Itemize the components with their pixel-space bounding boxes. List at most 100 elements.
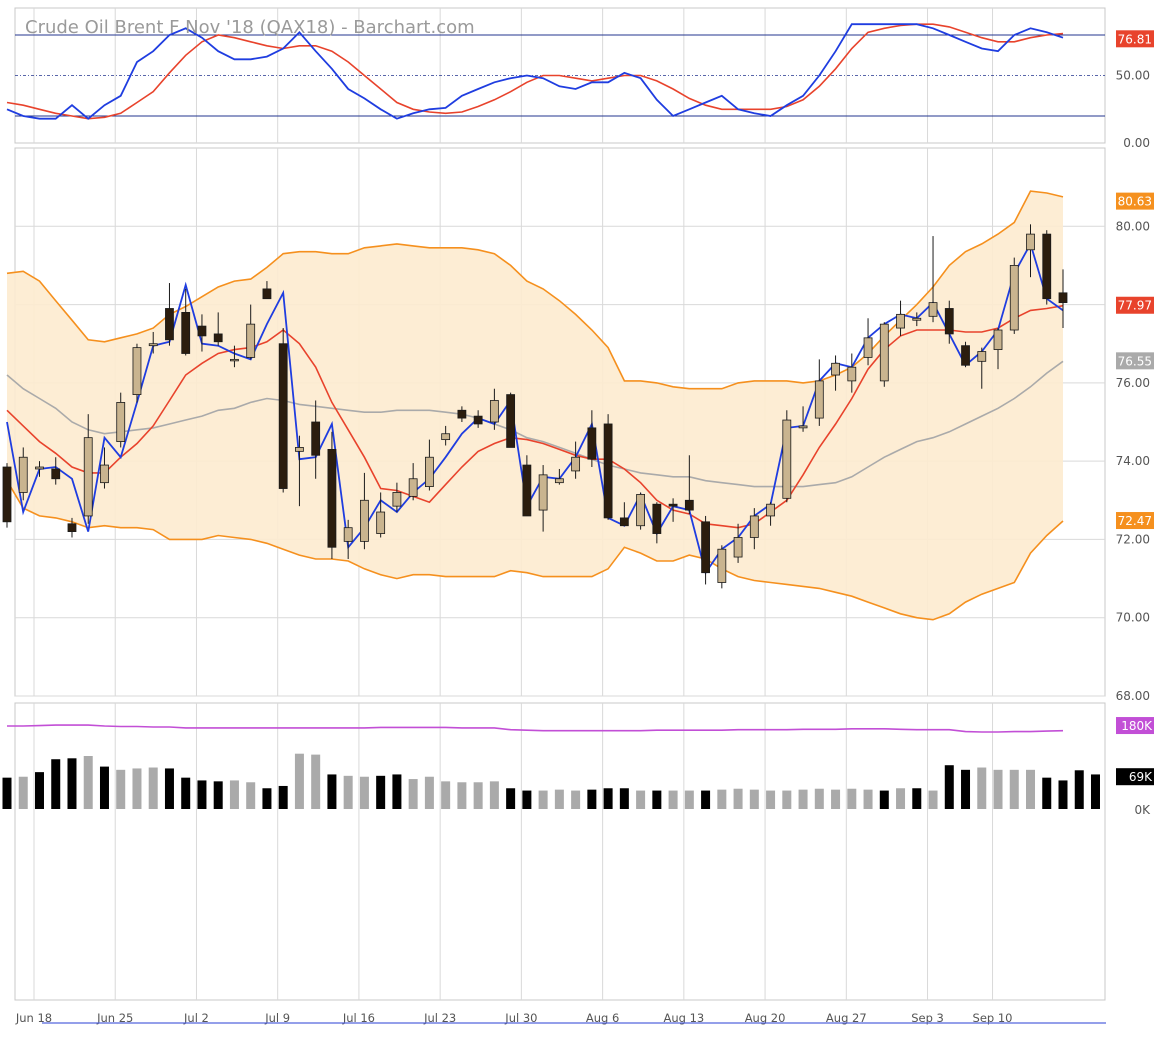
candle: [278, 328, 288, 493]
stoch-last-label: 76.81: [1118, 32, 1152, 46]
candle: [311, 400, 321, 479]
x-tick-label: Jun 25: [96, 1011, 133, 1025]
chart-title: Crude Oil Brent F Nov '18 (QAX18) - Barc…: [25, 17, 475, 38]
candle: [538, 465, 548, 532]
candle: [213, 312, 223, 346]
candle-body: [392, 492, 402, 507]
candle: [441, 425, 451, 446]
volume-bar: [83, 756, 93, 809]
candle-body: [636, 494, 645, 527]
stoch-y-tick: 0.00: [1123, 136, 1150, 150]
volume-bar: [684, 790, 694, 809]
volume-last-label: 69K: [1129, 770, 1153, 784]
volume-bar: [376, 775, 386, 809]
volume-bar: [1090, 774, 1100, 809]
candle-body: [1009, 265, 1019, 331]
candle-body: [165, 308, 174, 341]
candle: [766, 502, 775, 526]
x-tick-label: Aug 6: [586, 1011, 619, 1025]
volume-bar: [701, 790, 711, 809]
volume-bar: [571, 790, 581, 809]
candle: [831, 355, 840, 391]
candle-body: [67, 523, 77, 532]
volume-bar: [343, 775, 353, 809]
stoch-last-label-bg: [1116, 30, 1154, 48]
candle: [814, 359, 824, 426]
candle-body: [652, 503, 662, 534]
candle-body: [831, 362, 840, 376]
candle: [619, 502, 629, 527]
candle-body: [944, 308, 954, 335]
candle: [977, 347, 987, 389]
candle-body: [18, 456, 28, 493]
volume-bar: [782, 790, 792, 809]
candle: [636, 492, 645, 530]
candle-body: [603, 423, 613, 519]
candle-body: [522, 464, 532, 517]
candle: [652, 502, 662, 544]
x-tick-label: Jul 9: [264, 1011, 290, 1025]
volume-bar: [246, 782, 256, 809]
candle: [1009, 257, 1019, 334]
candle: [733, 523, 743, 563]
candle: [993, 328, 1003, 370]
volume-bar: [912, 788, 922, 809]
candle: [684, 455, 694, 514]
volume-bar: [424, 776, 434, 809]
volume-bar: [164, 768, 174, 809]
x-tick-label: Aug 13: [663, 1011, 704, 1025]
candle-body: [51, 468, 61, 480]
volume-bar: [603, 788, 613, 809]
x-tick-label: Jul 16: [342, 1011, 375, 1025]
candle: [246, 304, 256, 360]
candle-body: [863, 337, 873, 358]
volume-bar: [148, 767, 158, 809]
candle: [392, 482, 402, 513]
volume-bar: [262, 788, 272, 809]
candle-body: [928, 302, 938, 317]
candle: [701, 515, 710, 585]
candle: [1042, 230, 1052, 305]
candle: [944, 300, 954, 344]
volume-bar: [522, 790, 532, 809]
volume-panel-frame: [14, 702, 1106, 1001]
volume-bar: [294, 753, 304, 809]
candle: [148, 331, 158, 354]
volume-bar: [457, 782, 467, 809]
volume-bar: [1074, 770, 1084, 809]
volume-bar: [213, 781, 223, 809]
candle-body: [262, 288, 272, 300]
volume-bar: [636, 790, 646, 809]
stoch-red-line: [6, 23, 1064, 120]
volume-bar: [34, 772, 44, 809]
volume-bar: [67, 758, 77, 809]
volume-bar: [18, 776, 28, 809]
gray-average-line: [6, 360, 1064, 488]
candle: [489, 388, 499, 430]
candle-body: [441, 433, 451, 441]
volume-bar: [473, 782, 483, 809]
price-y-tick: 70.00: [1116, 611, 1150, 625]
candle-body: [814, 380, 824, 419]
volume-bar: [51, 759, 61, 809]
volume-last-label-bg: [1116, 768, 1154, 786]
candle: [554, 468, 564, 485]
candle-body: [457, 409, 467, 419]
candle-body: [619, 517, 629, 527]
volume-bar: [879, 790, 889, 809]
band-upper-label-bg: [1116, 192, 1154, 210]
candle: [863, 318, 873, 366]
candle-body: [424, 456, 434, 487]
candle-body: [554, 478, 564, 484]
volume-bar: [587, 789, 597, 809]
volume-bar: [132, 768, 142, 809]
stoch-blue-line: [6, 23, 1064, 120]
x-tick-label: Jul 30: [504, 1011, 537, 1025]
candle: [457, 406, 467, 422]
volume-bar: [229, 780, 239, 809]
candle-body: [246, 323, 256, 358]
candle: [100, 447, 109, 489]
candle-body: [701, 521, 710, 574]
volume-bar: [181, 777, 191, 809]
